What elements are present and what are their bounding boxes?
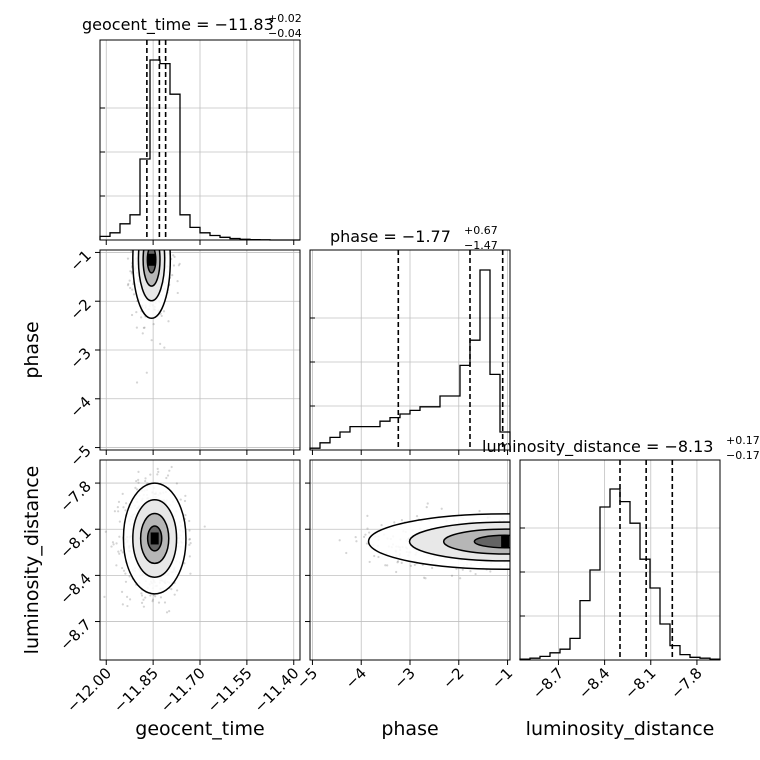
joint-phase-vs-luminosity-distance-xticklabel-2: −3 — [390, 664, 418, 692]
hist-phase-grid — [312, 250, 508, 450]
xlabel-phase: phase — [381, 718, 438, 740]
joint-geocent-time-vs-luminosity-distance-mode — [150, 532, 159, 545]
xlabel-geocent-time: geocent_time — [135, 718, 264, 740]
joint-phase-vs-luminosity-distance-contour-3 — [473, 534, 510, 549]
joint-geocent-time-vs-luminosity-distance-yticklabel-1: −8.4 — [56, 569, 94, 607]
title-luminosity-distance-sup: +0.17 — [726, 434, 760, 447]
hist-phase-steps — [309, 269, 511, 450]
hist-geocent-time-grid — [105, 40, 295, 240]
joint-geocent-time-vs-luminosity-distance-yticklabel-3: −7.8 — [56, 477, 94, 515]
joint-phase-vs-luminosity-distance-mode — [501, 535, 510, 548]
hist-luminosity-distance-frame — [519, 459, 721, 661]
title-luminosity-distance: luminosity_distance = −8.13 — [482, 437, 713, 457]
joint-geocent-time-vs-luminosity-distance-xticklabel-0: −12.00 — [63, 664, 115, 716]
joint-geocent-time-vs-luminosity-distance-xticklabel-4: −11.40 — [251, 664, 303, 716]
title-phase-sub: −1.47 — [464, 239, 498, 252]
hist-luminosity-distance-xticklabel-0: −8.7 — [529, 664, 567, 702]
joint-geocent-time-vs-phase-mode — [147, 253, 156, 266]
joint-geocent-time-vs-phase-yticklabel-1: −4 — [66, 393, 94, 421]
title-geocent-time-sub: −0.04 — [268, 27, 302, 40]
joint-geocent-time-vs-phase-yticklabel-0: −5 — [66, 442, 94, 470]
joint-geocent-time-vs-luminosity-distance-xticklabel-2: −11.70 — [157, 664, 209, 716]
ylabel-phase: phase — [21, 321, 43, 378]
joint-phase-vs-luminosity-distance-xticklabel-3: −2 — [439, 664, 467, 692]
joint-geocent-time-vs-phase-yticklabel-2: −3 — [66, 344, 94, 372]
joint-geocent-time-vs-phase-yticklabel-4: −1 — [66, 247, 94, 275]
hist-luminosity-distance-xticklabel-2: −8.1 — [621, 664, 659, 702]
joint-geocent-time-vs-luminosity-distance-xticklabel-1: −11.85 — [110, 664, 162, 716]
ylabel-luminosity-distance: luminosity_distance — [21, 466, 43, 655]
joint-geocent-time-vs-luminosity-distance-yticklabel-0: −8.7 — [56, 616, 94, 654]
title-geocent-time: geocent_time = −11.83 — [82, 15, 274, 35]
joint-geocent-time-vs-luminosity-distance-xticklabel-3: −11.55 — [204, 664, 256, 716]
hist-luminosity-distance-xticklabel-1: −8.4 — [575, 664, 613, 702]
joint-geocent-time-vs-phase-yticklabel-3: −2 — [66, 295, 94, 323]
xlabel-luminosity-distance: luminosity_distance — [526, 718, 715, 740]
title-geocent-time-sup: +0.02 — [268, 12, 302, 25]
joint-phase-vs-luminosity-distance-xticklabel-0: −5 — [293, 664, 321, 692]
joint-phase-vs-luminosity-distance-xticklabel-4: −1 — [488, 664, 516, 692]
joint-phase-vs-luminosity-distance-scatter — [338, 502, 510, 582]
joint-geocent-time-vs-luminosity-distance-yticklabel-2: −8.1 — [56, 523, 94, 561]
title-phase: phase = −1.77 — [330, 227, 451, 246]
title-luminosity-distance-sub: −0.17 — [726, 449, 760, 462]
joint-geocent-time-vs-phase-scatter — [126, 250, 181, 384]
joint-geocent-time-vs-luminosity-distance-scatter — [103, 465, 206, 614]
hist-luminosity-distance-grid — [558, 460, 698, 660]
hist-luminosity-distance-xticklabel-3: −7.8 — [667, 664, 705, 702]
title-phase-sup: +0.67 — [464, 224, 498, 237]
joint-phase-vs-luminosity-distance-xticklabel-1: −4 — [342, 664, 370, 692]
